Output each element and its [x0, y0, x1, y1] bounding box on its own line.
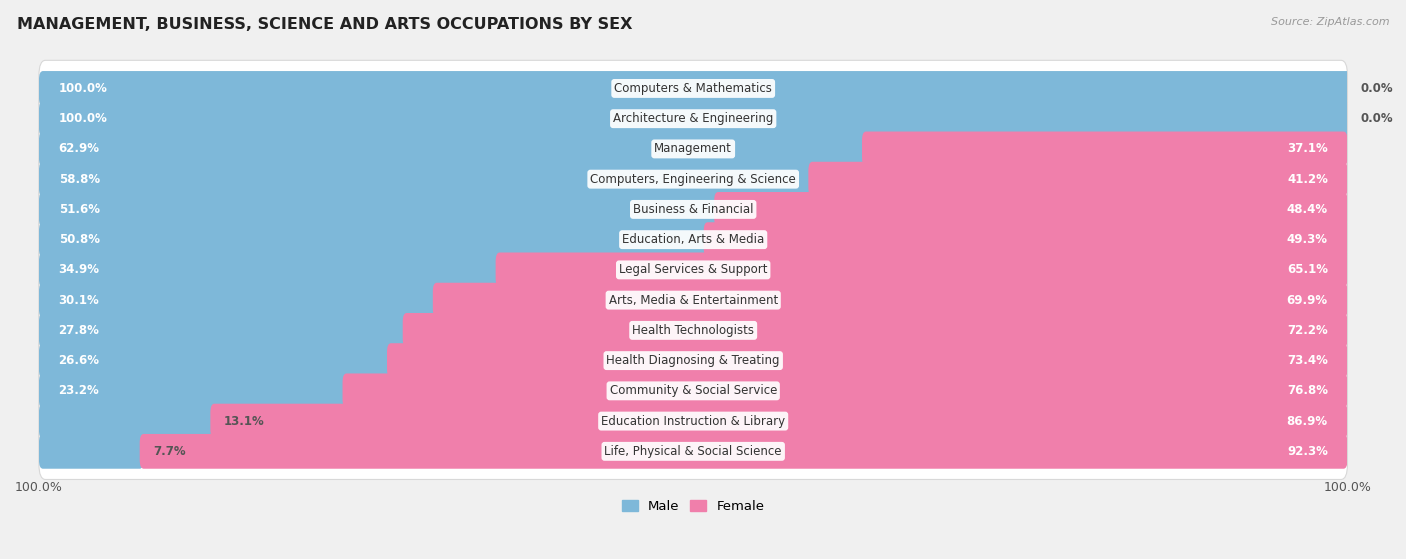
Text: 27.8%: 27.8%: [59, 324, 100, 337]
FancyBboxPatch shape: [387, 343, 1347, 378]
Text: 69.9%: 69.9%: [1286, 293, 1327, 307]
FancyBboxPatch shape: [39, 60, 1347, 117]
FancyBboxPatch shape: [39, 192, 718, 227]
FancyBboxPatch shape: [39, 434, 143, 469]
Text: 41.2%: 41.2%: [1286, 173, 1327, 186]
Text: Management: Management: [654, 143, 733, 155]
FancyBboxPatch shape: [862, 131, 1347, 167]
FancyBboxPatch shape: [808, 162, 1347, 197]
FancyBboxPatch shape: [39, 302, 1347, 358]
FancyBboxPatch shape: [39, 313, 406, 348]
FancyBboxPatch shape: [39, 404, 214, 438]
Text: 34.9%: 34.9%: [59, 263, 100, 276]
Text: Community & Social Service: Community & Social Service: [610, 385, 778, 397]
FancyBboxPatch shape: [39, 222, 707, 257]
FancyBboxPatch shape: [39, 101, 1351, 136]
Text: 13.1%: 13.1%: [224, 415, 264, 428]
Text: 30.1%: 30.1%: [59, 293, 100, 307]
FancyBboxPatch shape: [496, 253, 1347, 287]
FancyBboxPatch shape: [39, 211, 1347, 268]
Text: 100.0%: 100.0%: [59, 112, 107, 125]
Text: Health Diagnosing & Treating: Health Diagnosing & Treating: [606, 354, 780, 367]
Text: 37.1%: 37.1%: [1286, 143, 1327, 155]
Legend: Male, Female: Male, Female: [621, 500, 765, 513]
Text: Education, Arts & Media: Education, Arts & Media: [621, 233, 765, 246]
FancyBboxPatch shape: [39, 283, 437, 318]
Text: Computers & Mathematics: Computers & Mathematics: [614, 82, 772, 95]
FancyBboxPatch shape: [39, 131, 866, 167]
Text: 0.0%: 0.0%: [1361, 82, 1393, 95]
Text: Health Technologists: Health Technologists: [633, 324, 754, 337]
Text: 51.6%: 51.6%: [59, 203, 100, 216]
Text: Computers, Engineering & Science: Computers, Engineering & Science: [591, 173, 796, 186]
Text: 65.1%: 65.1%: [1286, 263, 1327, 276]
Text: 50.8%: 50.8%: [59, 233, 100, 246]
Text: 48.4%: 48.4%: [1286, 203, 1327, 216]
FancyBboxPatch shape: [39, 333, 1347, 389]
FancyBboxPatch shape: [139, 434, 1347, 469]
FancyBboxPatch shape: [39, 241, 1347, 298]
Text: 7.7%: 7.7%: [153, 445, 186, 458]
FancyBboxPatch shape: [39, 151, 1347, 207]
FancyBboxPatch shape: [402, 313, 1347, 348]
Text: Business & Financial: Business & Financial: [633, 203, 754, 216]
FancyBboxPatch shape: [39, 91, 1347, 147]
Text: 73.4%: 73.4%: [1286, 354, 1327, 367]
Text: Arts, Media & Entertainment: Arts, Media & Entertainment: [609, 293, 778, 307]
FancyBboxPatch shape: [433, 283, 1347, 318]
Text: 100.0%: 100.0%: [59, 82, 107, 95]
FancyBboxPatch shape: [39, 363, 1347, 419]
FancyBboxPatch shape: [39, 162, 813, 197]
Text: 26.6%: 26.6%: [59, 354, 100, 367]
Text: 86.9%: 86.9%: [1286, 415, 1327, 428]
FancyBboxPatch shape: [703, 222, 1348, 257]
FancyBboxPatch shape: [211, 404, 1347, 438]
Text: MANAGEMENT, BUSINESS, SCIENCE AND ARTS OCCUPATIONS BY SEX: MANAGEMENT, BUSINESS, SCIENCE AND ARTS O…: [17, 17, 633, 32]
Text: 76.8%: 76.8%: [1286, 385, 1327, 397]
Text: 0.0%: 0.0%: [1361, 112, 1393, 125]
Text: Life, Physical & Social Science: Life, Physical & Social Science: [605, 445, 782, 458]
Text: 62.9%: 62.9%: [59, 143, 100, 155]
Text: Architecture & Engineering: Architecture & Engineering: [613, 112, 773, 125]
Text: Legal Services & Support: Legal Services & Support: [619, 263, 768, 276]
FancyBboxPatch shape: [39, 393, 1347, 449]
FancyBboxPatch shape: [39, 373, 346, 408]
FancyBboxPatch shape: [39, 181, 1347, 238]
Text: Source: ZipAtlas.com: Source: ZipAtlas.com: [1271, 17, 1389, 27]
FancyBboxPatch shape: [39, 253, 499, 287]
Text: 23.2%: 23.2%: [59, 385, 100, 397]
Text: 49.3%: 49.3%: [1286, 233, 1327, 246]
FancyBboxPatch shape: [39, 343, 391, 378]
FancyBboxPatch shape: [39, 272, 1347, 328]
FancyBboxPatch shape: [714, 192, 1347, 227]
Text: 72.2%: 72.2%: [1286, 324, 1327, 337]
FancyBboxPatch shape: [343, 373, 1347, 408]
FancyBboxPatch shape: [39, 423, 1347, 480]
FancyBboxPatch shape: [39, 71, 1351, 106]
Text: 92.3%: 92.3%: [1286, 445, 1327, 458]
Text: Education Instruction & Library: Education Instruction & Library: [602, 415, 786, 428]
FancyBboxPatch shape: [39, 121, 1347, 177]
Text: 58.8%: 58.8%: [59, 173, 100, 186]
